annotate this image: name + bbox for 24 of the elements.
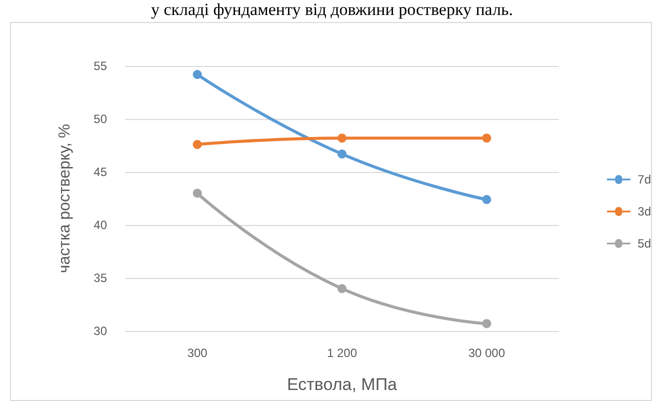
point: [338, 284, 346, 294]
legend-label: 7d: [638, 172, 652, 186]
point: [192, 70, 202, 79]
legend-label: 3d: [638, 204, 652, 218]
point: [192, 140, 202, 149]
point: [338, 134, 346, 143]
point: [192, 188, 202, 198]
y-tick-label: 40: [94, 218, 108, 232]
y-tick-label: 35: [94, 271, 108, 285]
y-tick-label: 45: [94, 165, 108, 179]
x-axis-title: Ествола, МПа: [286, 375, 398, 394]
point: [482, 195, 492, 204]
y-tick-label: 30: [94, 324, 108, 338]
point: [482, 319, 492, 328]
y-tick-label: 50: [94, 112, 108, 126]
x-tick-label: 1 200: [326, 346, 358, 360]
point: [482, 134, 492, 143]
y-tick-label: 55: [94, 59, 108, 73]
x-tick-label: 300: [187, 346, 208, 360]
legend-label: 5d: [638, 236, 652, 250]
point: [338, 149, 346, 158]
text: у складі фундаменту від довжини ростверку паль.: [150, 0, 514, 20]
y-axis-title: частка ростверку, %: [56, 124, 74, 274]
x-tick-label: 30 000: [468, 346, 506, 360]
